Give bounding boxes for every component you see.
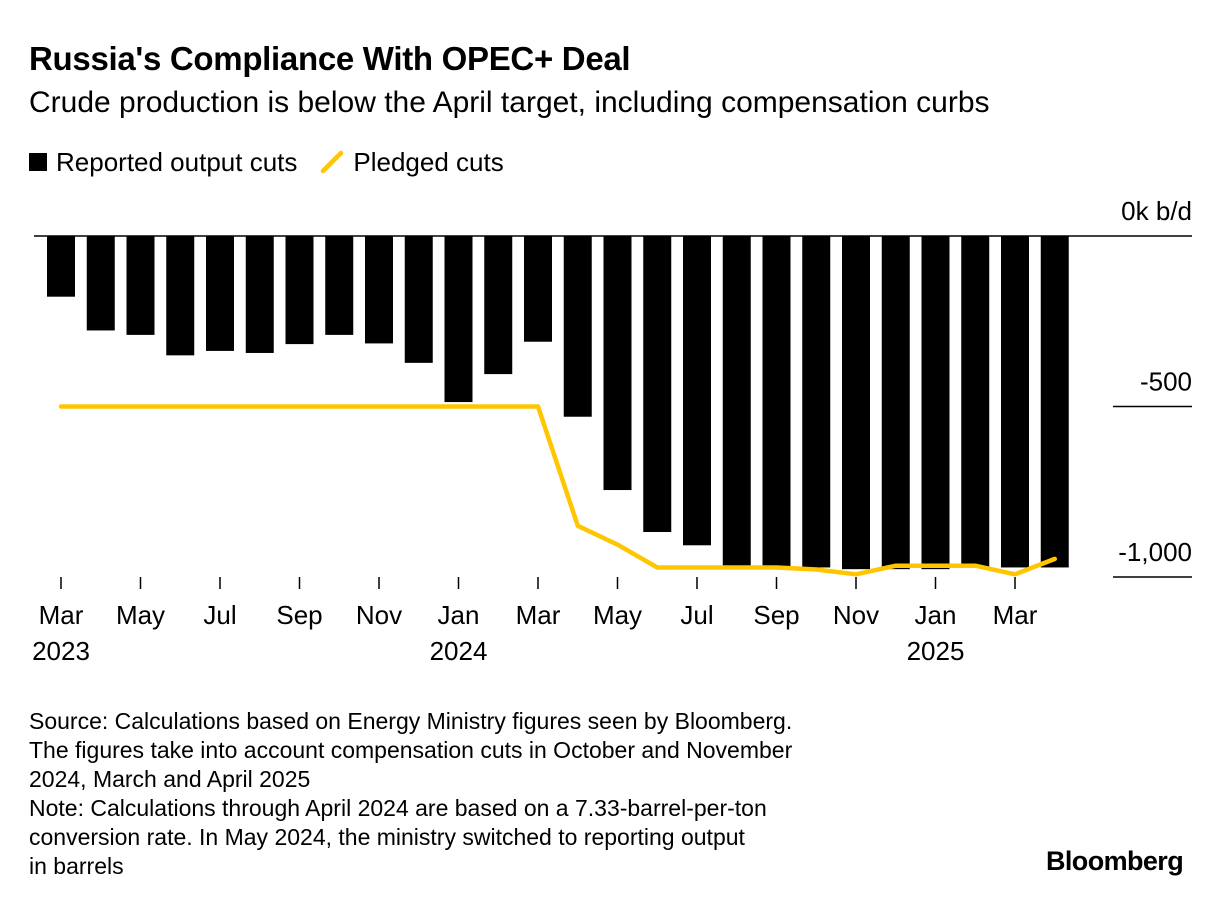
bar-2023-04: [86, 236, 115, 331]
bar-2024-02: [484, 236, 513, 375]
legend: Reported output cuts Pledged cuts: [29, 146, 526, 178]
x-tick-label: Mar: [993, 600, 1038, 630]
chart: 0k b/d -500 -1,000 Mar 2023 May Jul Sep Nov Jan 2…: [32, 196, 1192, 666]
bar-2024-10: [802, 236, 831, 568]
bar-2023-03: [47, 236, 75, 297]
x-tick-label: May: [593, 600, 642, 630]
bar-2023-08: [245, 236, 274, 353]
bar-2024-07: [683, 236, 711, 546]
chart-subtitle: Crude production is below the April targ…: [29, 86, 990, 119]
legend-label-bars: Reported output cuts: [56, 146, 298, 177]
bar-2024-06: [643, 236, 672, 532]
bar-2024-04: [563, 236, 592, 417]
bar-2024-11: [842, 236, 870, 570]
x-tick-year-label: 2025: [907, 636, 965, 666]
bar-2023-07: [206, 236, 234, 351]
x-tick-label: Sep: [753, 600, 799, 630]
chart-title: Russia's Compliance With OPEC+ Deal: [29, 40, 631, 77]
legend-line-swatch-icon: [321, 150, 344, 174]
legend-bar-swatch-icon: [29, 153, 47, 171]
bar-2023-06: [166, 236, 195, 356]
x-tick-label: Jan: [915, 600, 957, 630]
y-tick-label: -1,000: [1118, 537, 1192, 567]
x-tick-label: Mar: [516, 600, 561, 630]
bar-2023-10: [325, 236, 354, 335]
x-tick-label: Nov: [356, 600, 402, 630]
x-tick-year-label: 2023: [32, 636, 90, 666]
legend-label-line: Pledged cuts: [353, 146, 504, 177]
legend-item-line: Pledged cuts: [319, 146, 504, 178]
y-axis: 0k b/d -500 -1,000: [1118, 196, 1192, 567]
x-axis: Mar 2023 May Jul Sep Nov Jan 2024 Mar May Jul Sep No…: [32, 577, 1038, 666]
bar-2024-03: [524, 236, 552, 342]
bar-series: [47, 236, 1069, 570]
x-tick-year-label: 2024: [430, 636, 488, 666]
x-tick-label: Nov: [833, 600, 879, 630]
x-tick-label: Sep: [276, 600, 322, 630]
line-series: [58, 404, 1058, 577]
source-note: Source: Calculations based on Energy Min…: [29, 708, 793, 792]
bar-2024-12: [881, 236, 910, 570]
bar-2025-03: [1001, 236, 1029, 568]
x-tick-label: Jul: [680, 600, 713, 630]
bar-2023-09: [285, 236, 314, 345]
bar-2024-01: [444, 236, 473, 403]
bar-2025-01: [921, 236, 950, 570]
bar-2023-11: [365, 236, 393, 344]
x-tick-label: May: [116, 600, 165, 630]
methodology-note: Note: Calculations through April 2024 ar…: [29, 795, 767, 879]
pledged-cuts-line: [58, 404, 1058, 577]
bar-2024-09: [762, 236, 791, 568]
bloomberg-logo: Bloomberg: [1046, 846, 1184, 876]
bar-2025-02: [961, 236, 990, 568]
x-tick-label: Mar: [39, 600, 84, 630]
bar-2025-04: [1040, 236, 1069, 568]
bar-2023-12: [404, 236, 433, 363]
y-tick-label: -500: [1140, 367, 1192, 397]
legend-item-bars: Reported output cuts: [29, 147, 297, 178]
bar-2023-05: [126, 236, 155, 335]
y-tick-label: 0k b/d: [1121, 196, 1192, 226]
x-tick-label: Jan: [438, 600, 480, 630]
bar-2024-08: [722, 236, 751, 568]
bar-2024-05: [603, 236, 632, 491]
x-tick-label: Jul: [203, 600, 236, 630]
footnotes: Source: Calculations based on Energy Min…: [29, 707, 959, 881]
